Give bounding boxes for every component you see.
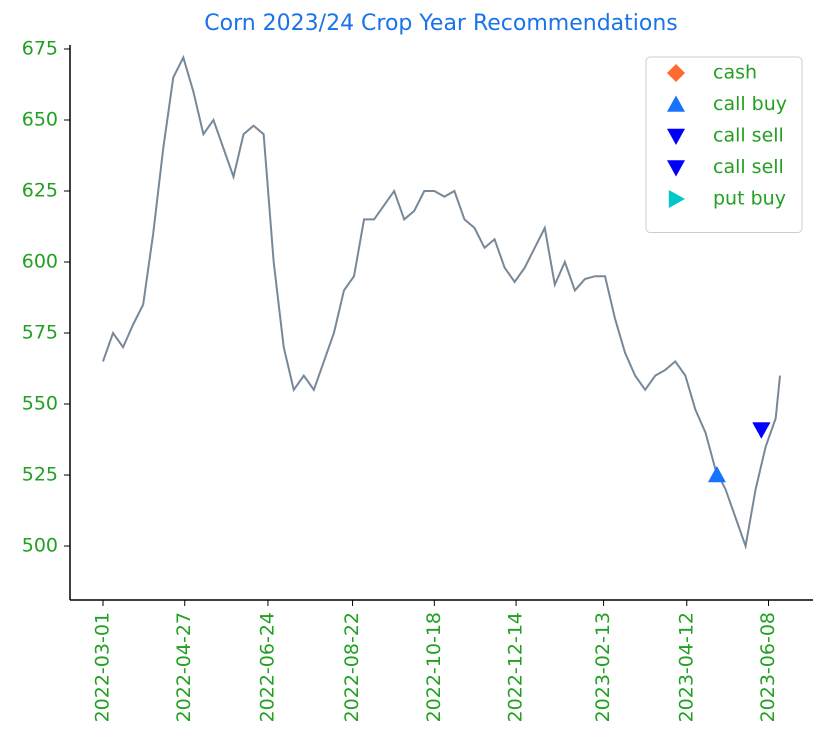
legend-marker [667,160,685,177]
y-tick-label: 650 [22,108,58,130]
y-tick-label: 600 [22,251,58,273]
y-tick-label: 550 [22,393,58,415]
x-tick-label: 2022-10-18 [423,612,445,722]
legend-marker [667,95,685,112]
signal-marker [752,422,771,439]
legend-marker [667,64,685,82]
x-tick-label: 2023-04-12 [675,612,697,722]
y-tick-label: 525 [22,464,58,486]
y-tick-label: 500 [22,535,58,557]
y-tick-label: 575 [22,322,58,344]
y-tick-label: 625 [22,179,58,201]
x-tick-label: 2022-06-24 [256,612,278,722]
price-line [102,54,782,550]
signal-marker [707,466,726,483]
x-tick-label: 2022-04-27 [173,612,195,722]
x-tick-label: 2022-03-01 [91,612,113,722]
legend-label: put buy [713,188,786,210]
chart-title: Corn 2023/24 Crop Year Recommendations [204,11,678,36]
legend-marker [668,190,685,208]
x-tick-label: 2023-02-13 [592,612,614,722]
y-tick-label: 675 [22,37,58,59]
legend-label: call sell [713,156,784,178]
x-tick-label: 2022-08-22 [341,612,363,722]
legend-box [645,56,803,233]
legend-marker [667,128,685,145]
legend-label: cash [713,62,757,84]
x-tick-label: 2022-12-14 [505,612,527,722]
x-tick-label: 2023-06-08 [757,612,779,722]
legend-label: call buy [713,93,787,115]
legend-label: call sell [713,125,784,147]
